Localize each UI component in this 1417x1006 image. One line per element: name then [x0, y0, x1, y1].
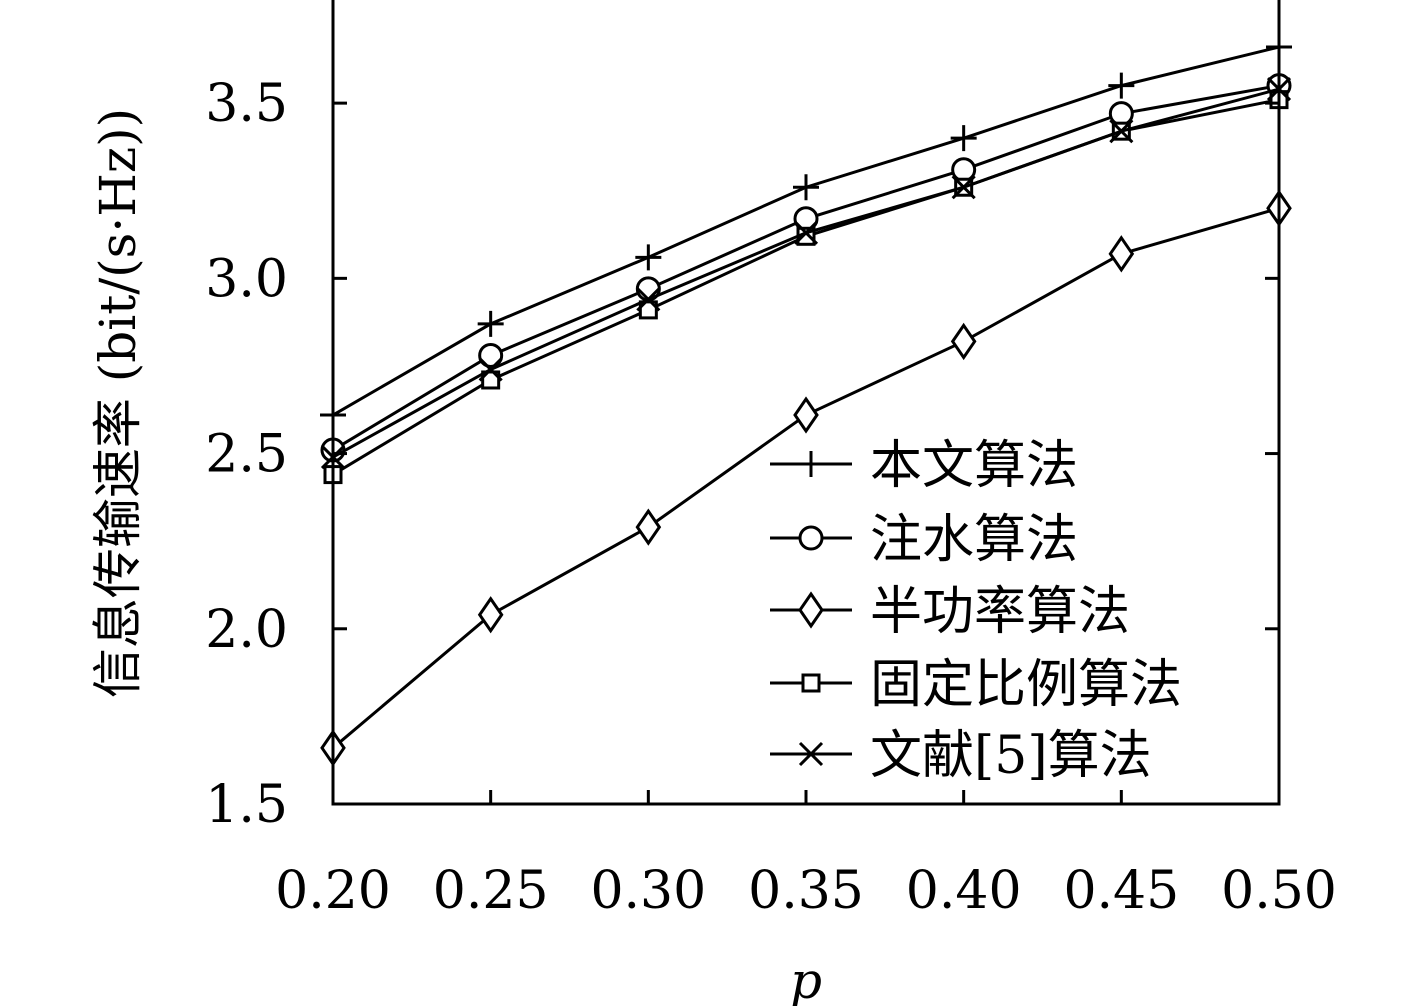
x-tick-label: 0.45 [1063, 861, 1179, 921]
legend-plus-marker [798, 451, 824, 477]
cross-marker [1109, 119, 1134, 144]
series-layer [320, 34, 1292, 767]
cross-marker [478, 357, 503, 382]
legend-item: 本文算法 [770, 436, 1078, 496]
circle-marker [478, 342, 504, 368]
x-tick-label: 0.30 [590, 861, 706, 921]
series-line [332, 84, 1280, 452]
cross-marker [951, 175, 976, 200]
x-axis-title: p [790, 952, 822, 1006]
circle-marker [951, 157, 977, 183]
plus-marker [950, 125, 977, 152]
square-marker [481, 370, 501, 390]
legend-diamond-marker [798, 591, 824, 629]
legend-label: 注水算法 [870, 510, 1078, 570]
legend-label: 半功率算法 [870, 582, 1130, 642]
y-tick-label: 3.0 [205, 249, 288, 309]
legend-item: 注水算法 [770, 510, 1078, 570]
diamond-marker [1108, 235, 1135, 273]
legend-square-marker [801, 673, 821, 693]
x-axis: 0.20 0.25 0.30 0.35 0.40 0.45 0.50 [275, 790, 1337, 921]
plus-marker [1108, 72, 1135, 99]
square-marker [638, 300, 658, 320]
plus-marker [477, 310, 504, 337]
diamond-marker [793, 396, 819, 434]
legend-item: 固定比例算法 [770, 655, 1182, 715]
cross-marker [793, 220, 819, 245]
legend-label: 本文算法 [870, 436, 1078, 496]
x-tick-label: 0.20 [275, 861, 391, 921]
plus-marker [635, 244, 662, 271]
circle-marker [1108, 101, 1134, 127]
legend-item: 文献[5]算法 [770, 726, 1152, 786]
x-tick-label: 0.25 [433, 861, 549, 921]
series-3 [320, 189, 1292, 767]
x-tick-label: 0.35 [748, 861, 864, 921]
diamond-marker [635, 508, 662, 546]
x-tick-label: 0.40 [906, 861, 1022, 921]
legend-label: 文献[5]算法 [870, 726, 1152, 786]
y-tick-label: 1.5 [205, 775, 288, 835]
diamond-marker [950, 322, 977, 361]
y-tick-label: 2.0 [205, 600, 288, 660]
cross-marker [636, 287, 661, 312]
y-axis-title: 信息传输速率 (bit/(s·Hz)) [89, 108, 147, 698]
y-axis: 1.5 2.0 2.5 3.0 3.5 [205, 74, 1279, 835]
x-tick-label: 0.50 [1221, 861, 1337, 921]
y-tick-label: 3.5 [205, 74, 288, 134]
plus-marker [793, 174, 819, 201]
legend-circle-marker [798, 525, 824, 551]
y-tick-label: 2.5 [205, 425, 288, 485]
legend-item: 半功率算法 [770, 582, 1130, 642]
diamond-marker [477, 596, 504, 634]
legend-cross-marker [798, 741, 824, 767]
legend-label: 固定比例算法 [870, 655, 1182, 715]
